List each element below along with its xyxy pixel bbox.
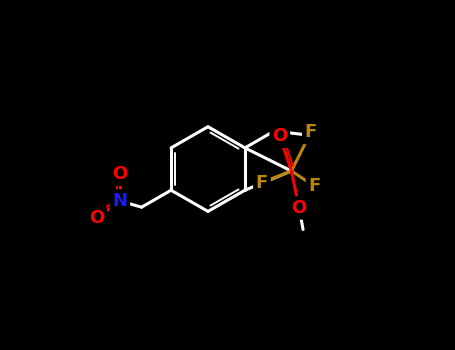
Text: O: O (112, 165, 127, 183)
Text: O: O (292, 199, 307, 217)
Text: F: F (256, 174, 268, 191)
Text: O: O (272, 127, 288, 145)
Text: N: N (112, 192, 127, 210)
Text: F: F (308, 177, 321, 195)
Text: O: O (89, 209, 104, 227)
Text: F: F (305, 124, 317, 141)
